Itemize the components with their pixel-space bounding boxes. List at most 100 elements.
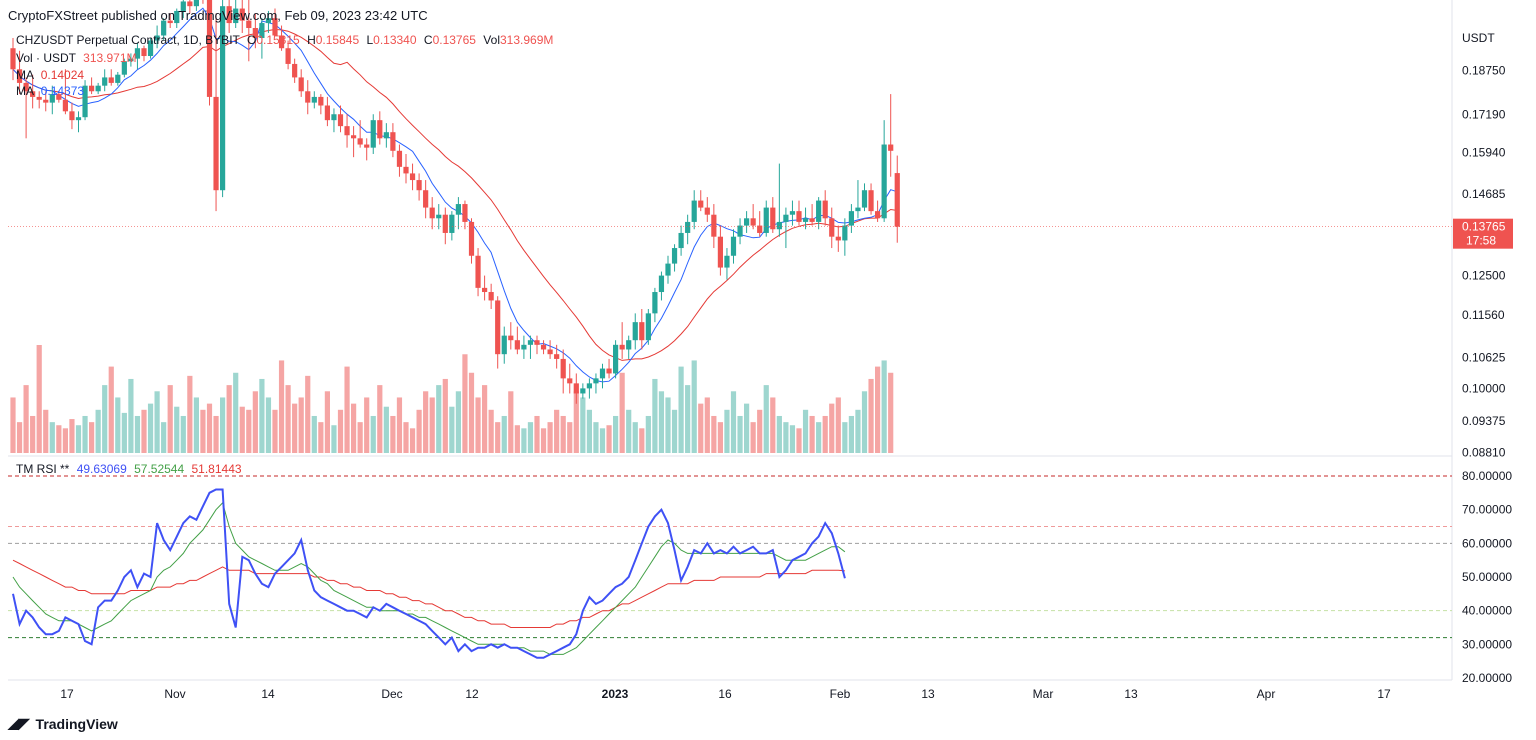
volume-bar <box>370 415 376 453</box>
candle-body <box>193 0 199 7</box>
volume-bar <box>82 415 88 453</box>
tradingview-brand[interactable]: ◢◤ TradingView <box>8 715 118 732</box>
candle-body <box>606 368 612 374</box>
candle-body <box>121 61 127 75</box>
volume-bar <box>226 385 232 453</box>
ohlc-low-label: L <box>366 33 374 47</box>
volume-bar <box>49 422 55 453</box>
candle-body <box>147 40 154 57</box>
price-tick-label: 0.09375 <box>1462 414 1506 428</box>
volume-bar <box>724 409 730 453</box>
volume-bar <box>455 391 461 453</box>
candle-body <box>665 263 671 276</box>
volume-bar <box>364 397 370 453</box>
volume-bar <box>69 419 75 453</box>
candle-body <box>95 85 101 92</box>
candle-body <box>776 221 782 230</box>
volume-bar <box>750 422 756 453</box>
candle-body <box>796 211 802 222</box>
candle-body <box>560 358 566 379</box>
time-tick-label: Mar <box>1033 687 1054 701</box>
volume-bar <box>521 428 527 453</box>
candle-body <box>599 368 606 379</box>
rsi-tick-label: 80.00000 <box>1462 469 1512 483</box>
ma-slow-value: 0.14024 <box>40 68 85 82</box>
volume-bar <box>717 422 723 453</box>
candle-body <box>724 255 730 268</box>
candle-body <box>108 77 114 83</box>
candle-body <box>89 85 95 92</box>
time-tick-label: Dec <box>381 687 402 701</box>
rsi-tick-label: 40.00000 <box>1462 604 1512 618</box>
volume-bar <box>416 409 422 453</box>
volume-bar <box>658 391 665 453</box>
volume-bar <box>285 385 291 453</box>
candle-body <box>789 211 796 215</box>
price-tick-label: 0.10625 <box>1462 351 1506 365</box>
candle-body <box>429 207 435 219</box>
ohlc-close-value: 0.13765 <box>432 33 476 47</box>
candle-body <box>324 105 330 121</box>
volume-bar <box>619 372 625 453</box>
volume-bar <box>252 391 258 453</box>
volume-bar <box>632 422 638 453</box>
candle-body <box>128 58 134 62</box>
volume-bar <box>482 385 488 453</box>
rsi-tick-label: 50.00000 <box>1462 570 1512 584</box>
volume-bar <box>730 391 737 453</box>
volume-bar <box>868 378 874 453</box>
candle-body <box>436 214 442 219</box>
candle-body <box>161 20 167 36</box>
candle-body <box>154 35 160 41</box>
volume-label[interactable]: Vol · USDT <box>16 51 76 65</box>
volume-bar <box>239 406 245 453</box>
volume-bar <box>495 422 501 453</box>
candle-body <box>750 218 756 226</box>
price-tick-label: 0.11560 <box>1462 308 1505 322</box>
candle-body <box>652 292 658 314</box>
candle-body <box>337 114 344 127</box>
candle-body <box>527 340 534 345</box>
volume-bar <box>567 422 573 453</box>
volume-bar <box>272 409 278 453</box>
candle-body <box>252 28 258 39</box>
price-tick-label: 0.10000 <box>1462 381 1506 395</box>
volume-bar <box>475 397 481 453</box>
volume-bar <box>265 397 272 453</box>
ma-fast-label[interactable]: MA <box>16 84 34 98</box>
candle-body <box>711 214 717 237</box>
ma-slow-label[interactable]: MA <box>16 68 34 82</box>
volume-bar <box>206 403 213 453</box>
candle-body <box>62 99 68 112</box>
candle-body <box>383 132 389 139</box>
symbol-title[interactable]: CHZUSDT Perpetual Contract, 1D, BYBIT <box>16 33 240 47</box>
ohlc-open-value: 0.15315 <box>256 33 300 47</box>
volume-bar <box>298 397 304 453</box>
volume-bar <box>36 345 42 453</box>
candle-body <box>888 144 894 151</box>
volume-bar <box>75 425 82 453</box>
volume-bar <box>442 378 448 453</box>
rsi-label[interactable]: TM RSI ** <box>16 462 70 476</box>
candle-body <box>573 383 579 394</box>
candle-body <box>567 378 573 384</box>
volume-bar <box>665 397 671 453</box>
candle-body <box>36 96 42 100</box>
price-tick-label: 0.14685 <box>1462 187 1506 201</box>
candle-body <box>377 120 383 139</box>
candle-body <box>691 200 697 222</box>
candle-body <box>311 96 317 103</box>
volume-bar <box>645 415 651 453</box>
ohlc-low-value: 0.13340 <box>373 33 417 47</box>
candle-body <box>285 48 291 64</box>
candle-body <box>442 214 448 233</box>
published-header: CryptoFXStreet published on TradingView.… <box>8 8 428 23</box>
volume-bar <box>462 354 468 453</box>
candle-body <box>364 144 370 148</box>
time-tick-label: 13 <box>921 687 935 701</box>
candle-body <box>816 200 822 222</box>
time-tick-label: 12 <box>465 687 479 701</box>
candle-body <box>639 322 645 341</box>
candle-body <box>396 150 403 167</box>
